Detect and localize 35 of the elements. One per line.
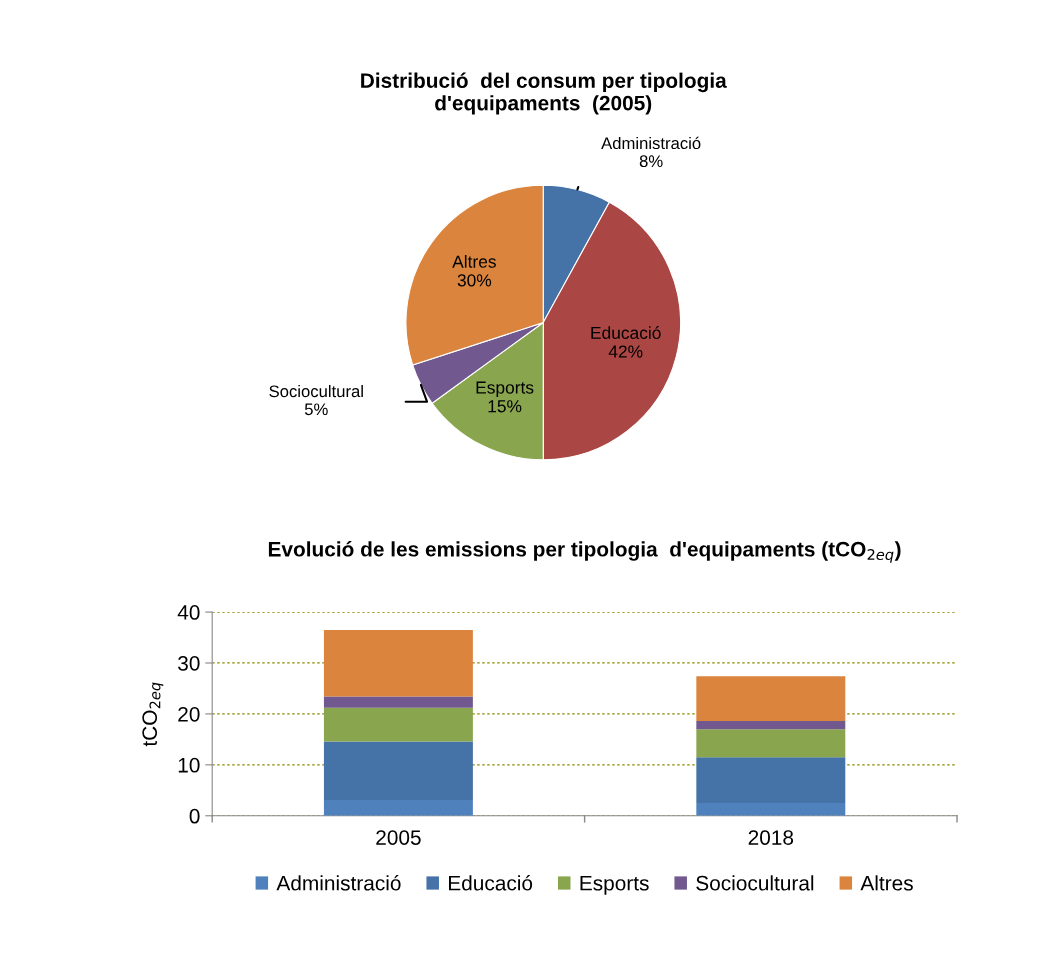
bar <box>323 799 473 816</box>
legend-label: Administració <box>276 875 401 891</box>
data-label: 15% <box>488 400 522 413</box>
legend-label: Educació <box>449 875 533 891</box>
x-tick-label: 2005 <box>376 830 421 845</box>
slice-label: Altres <box>452 255 496 268</box>
bar <box>323 741 473 800</box>
y-tick-label: 30 <box>178 656 200 671</box>
slice-label: Educació <box>591 326 661 340</box>
legend-label: Sociocultural <box>696 875 814 891</box>
legend-label: Esports <box>580 876 649 895</box>
bar <box>696 721 846 730</box>
bar <box>323 696 473 708</box>
y-tick-label: 0 <box>189 808 200 824</box>
bar <box>696 676 846 722</box>
bar <box>696 729 846 758</box>
data-label: 30% <box>457 274 492 287</box>
data-label: 8% <box>639 155 663 168</box>
y-tick-label: 40 <box>177 605 200 620</box>
y-axis-title: tCO$_{2eq}$ <box>142 682 164 747</box>
x-tick-label: 2018 <box>748 830 794 845</box>
y-tick-label: 10 <box>178 757 200 773</box>
data-label: 5% <box>304 403 328 416</box>
bar <box>323 629 473 697</box>
legend-label: Altres <box>860 875 913 891</box>
y-tick-label: 20 <box>178 706 200 722</box>
chart-title: Distribució del consum per tipologia d'equipaments (2005) <box>361 72 727 115</box>
data-label: 42% <box>608 345 643 358</box>
chart-title: Evolució de les emissions per tipologia d'equipaments (tCO$_{2eq}$) <box>268 541 901 563</box>
slice-label: Sociocultural <box>269 384 363 398</box>
slice-label: Administració <box>601 136 701 150</box>
bar <box>696 757 846 804</box>
slice-label: Esports <box>476 381 534 398</box>
bar <box>323 707 473 742</box>
bar <box>696 803 846 816</box>
